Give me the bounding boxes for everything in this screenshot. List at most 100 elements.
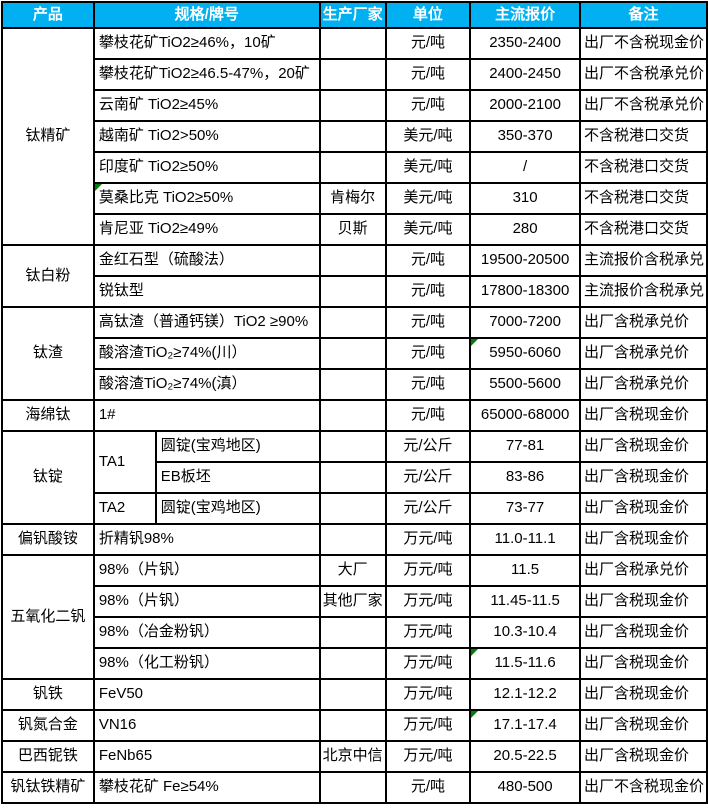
price-cell[interactable]: 77-81 [469,430,581,463]
manufacturer-cell[interactable] [318,771,387,804]
unit-cell[interactable]: 万元/吨 [384,740,472,773]
header-col-spec[interactable]: 规格/牌号 [92,1,321,29]
note-cell[interactable]: 出厂含税现金价 [578,678,708,711]
manufacturer-cell[interactable] [318,492,387,525]
price-cell[interactable]: 2000-2100 [469,89,581,122]
form-cell[interactable]: 圆锭(宝鸡地区) [154,430,321,463]
unit-cell[interactable]: 元/公斤 [384,430,472,463]
note-cell[interactable]: 出厂含税现金价 [578,740,708,773]
manufacturer-cell[interactable] [318,523,387,556]
manufacturer-cell[interactable]: 大厂 [318,554,387,587]
note-cell[interactable]: 出厂含税现金价 [578,399,708,432]
price-cell[interactable]: 310 [469,182,581,215]
unit-cell[interactable]: 元/吨 [384,89,472,122]
spec-cell[interactable]: 云南矿 TiO2≥45% [92,89,321,122]
product-cell[interactable]: 钒铁 [1,678,95,711]
unit-cell[interactable]: 元/吨 [384,306,472,339]
header-col-note[interactable]: 备注 [578,1,708,29]
unit-cell[interactable]: 元/吨 [384,368,472,401]
note-cell[interactable]: 出厂不含税现金价 [578,27,708,60]
price-cell[interactable]: / [469,151,581,184]
form-cell[interactable]: 圆锭(宝鸡地区) [154,492,321,525]
product-cell[interactable]: 钛白粉 [1,244,95,308]
manufacturer-cell[interactable] [318,151,387,184]
spec-cell[interactable]: 酸溶渣TiO₂≥74%(川） [92,337,321,370]
price-cell[interactable]: 83-86 [469,461,581,494]
manufacturer-cell[interactable] [318,678,387,711]
price-cell[interactable]: 10.3-10.4 [469,616,581,649]
grade-cell[interactable]: TA1 [92,430,157,494]
note-cell[interactable]: 不含税港口交货 [578,120,708,153]
header-col-product[interactable]: 产品 [1,1,95,29]
unit-cell[interactable]: 万元/吨 [384,709,472,742]
note-cell[interactable]: 主流报价含税承兑 [578,275,708,308]
product-cell[interactable]: 钛锭 [1,430,95,525]
manufacturer-cell[interactable] [318,461,387,494]
unit-cell[interactable]: 元/吨 [384,58,472,91]
unit-cell[interactable]: 元/公斤 [384,492,472,525]
note-cell[interactable]: 出厂含税承兑价 [578,368,708,401]
note-cell[interactable]: 出厂含税现金价 [578,523,708,556]
unit-cell[interactable]: 元/吨 [384,27,472,60]
price-cell[interactable]: 5500-5600 [469,368,581,401]
manufacturer-cell[interactable] [318,58,387,91]
note-cell[interactable]: 出厂含税现金价 [578,461,708,494]
price-cell[interactable]: 17800-18300 [469,275,581,308]
manufacturer-cell[interactable] [318,306,387,339]
price-cell[interactable]: 19500-20500 [469,244,581,277]
spec-cell[interactable]: 锐钛型 [92,275,321,308]
manufacturer-cell[interactable] [318,244,387,277]
spec-cell[interactable]: 金红石型（硫酸法） [92,244,321,277]
spec-cell[interactable]: 印度矿 TiO2≥50% [92,151,321,184]
price-cell[interactable]: 350-370 [469,120,581,153]
header-col-manufacturer[interactable]: 生产厂家 [318,1,387,29]
spec-cell[interactable]: VN16 [92,709,321,742]
unit-cell[interactable]: 万元/吨 [384,554,472,587]
unit-cell[interactable]: 元/吨 [384,275,472,308]
manufacturer-cell[interactable] [318,368,387,401]
note-cell[interactable]: 出厂含税现金价 [578,709,708,742]
product-cell[interactable]: 钛精矿 [1,27,95,246]
unit-cell[interactable]: 元/吨 [384,771,472,804]
spec-cell[interactable]: 攀枝花矿TiO2≥46%，10矿 [92,27,321,60]
product-cell[interactable]: 海绵钛 [1,399,95,432]
product-cell[interactable]: 钒氮合金 [1,709,95,742]
price-cell[interactable]: 480-500 [469,771,581,804]
note-cell[interactable]: 出厂含税现金价 [578,616,708,649]
manufacturer-cell[interactable] [318,337,387,370]
spec-cell[interactable]: 98%（片钒） [92,585,321,618]
price-cell[interactable]: 2400-2450 [469,58,581,91]
note-cell[interactable]: 出厂含税现金价 [578,492,708,525]
header-col-price[interactable]: 主流报价 [469,1,581,29]
note-cell[interactable]: 出厂含税承兑价 [578,306,708,339]
price-cell[interactable]: 11.5-11.6 [469,647,581,680]
spec-cell[interactable]: 酸溶渣TiO₂≥74%(滇） [92,368,321,401]
price-cell[interactable]: 7000-7200 [469,306,581,339]
unit-cell[interactable]: 万元/吨 [384,616,472,649]
spec-cell[interactable]: 莫桑比克 TiO2≥50% [92,182,321,215]
price-cell[interactable]: 17.1-17.4 [469,709,581,742]
manufacturer-cell[interactable] [318,120,387,153]
manufacturer-cell[interactable] [318,275,387,308]
manufacturer-cell[interactable]: 肯梅尔 [318,182,387,215]
form-cell[interactable]: EB板坯 [154,461,321,494]
manufacturer-cell[interactable] [318,647,387,680]
manufacturer-cell[interactable] [318,399,387,432]
price-cell[interactable]: 20.5-22.5 [469,740,581,773]
unit-cell[interactable]: 美元/吨 [384,182,472,215]
price-cell[interactable]: 11.5 [469,554,581,587]
spec-cell[interactable]: 攀枝花矿 Fe≥54% [92,771,321,804]
price-cell[interactable]: 11.0-11.1 [469,523,581,556]
price-cell[interactable]: 65000-68000 [469,399,581,432]
note-cell[interactable]: 出厂含税承兑价 [578,337,708,370]
price-cell[interactable]: 11.45-11.5 [469,585,581,618]
manufacturer-cell[interactable] [318,27,387,60]
unit-cell[interactable]: 万元/吨 [384,678,472,711]
product-cell[interactable]: 钒钛铁精矿 [1,771,95,804]
note-cell[interactable]: 出厂含税现金价 [578,647,708,680]
spec-cell[interactable]: 折精钒98% [92,523,321,556]
unit-cell[interactable]: 元/吨 [384,399,472,432]
product-cell[interactable]: 巴西铌铁 [1,740,95,773]
product-cell[interactable]: 五氧化二钒 [1,554,95,680]
note-cell[interactable]: 出厂不含税承兑价 [578,89,708,122]
